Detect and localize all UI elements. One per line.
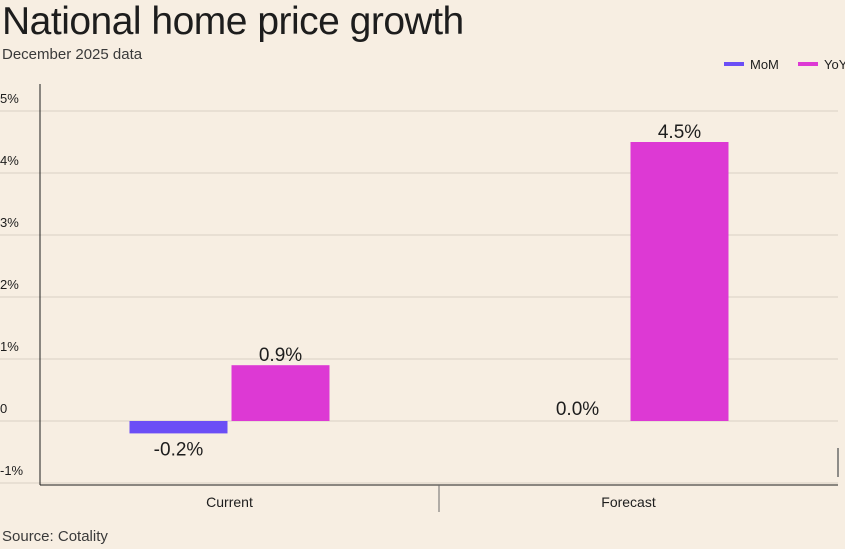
chart-title: National home price growth [2, 0, 464, 43]
data-label: 0.9% [259, 345, 302, 366]
legend: MoM YoY [724, 57, 845, 72]
value-labels: -0.2% 0.9% 0.0% 4.5% [154, 122, 702, 460]
y-tick-label: 0 [0, 401, 7, 416]
legend-label-yoy: YoY [824, 57, 845, 72]
y-tick-label: -1% [0, 463, 24, 478]
y-tick-label: 3% [0, 215, 19, 230]
x-tick-label: Current [206, 494, 253, 510]
chart-subtitle: December 2025 data [2, 46, 143, 63]
axes: 5% 4% 3% 2% 1% 0 -1% Current Forecast [0, 84, 839, 512]
bar-yoy [231, 365, 330, 421]
x-tick-label: Forecast [601, 494, 656, 510]
bar-mom [129, 421, 228, 434]
data-label: 0.0% [556, 399, 599, 420]
y-tick-label: 1% [0, 339, 19, 354]
data-label: -0.2% [154, 439, 204, 460]
y-tick-label: 4% [0, 153, 19, 168]
y-tick-label: 5% [0, 91, 19, 106]
bars [129, 142, 729, 434]
source-note: Source: Cotality [2, 528, 108, 545]
bar-yoy [630, 142, 729, 421]
legend-label-mom: MoM [750, 57, 779, 72]
y-tick-label: 2% [0, 277, 19, 292]
data-label: 4.5% [658, 122, 701, 143]
